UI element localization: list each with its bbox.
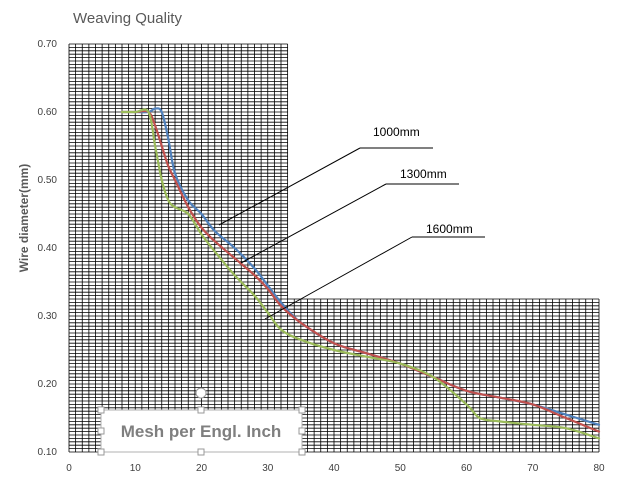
y-axis: 0.10 0.20 0.30 0.40 0.50 0.60 0.70 xyxy=(38,39,58,458)
x-tick-label: 20 xyxy=(196,463,208,474)
series-group xyxy=(120,107,601,440)
callout-leader-line xyxy=(264,236,413,320)
textbox-resize-handles[interactable] xyxy=(97,406,306,456)
x-tick-label: 80 xyxy=(593,463,605,474)
x-tick-label: 60 xyxy=(461,463,473,474)
resize-handle-icon[interactable] xyxy=(298,406,306,414)
x-axis: 0 10 20 30 40 50 60 70 80 xyxy=(66,463,605,474)
chart-grid xyxy=(68,43,600,453)
series-line-2 xyxy=(120,109,601,433)
x-axis-title: Mesh per Engl. Inch xyxy=(121,422,282,441)
series-label-3: 1600mm xyxy=(426,222,473,236)
series-label-1: 1000mm xyxy=(373,125,420,139)
y-tick-label: 0.40 xyxy=(38,243,58,254)
y-tick-label: 0.10 xyxy=(38,447,58,458)
resize-handle-icon[interactable] xyxy=(298,448,306,456)
resize-handle-icon[interactable] xyxy=(197,448,205,456)
resize-handle-icon[interactable] xyxy=(97,427,105,435)
resize-handle-icon[interactable] xyxy=(197,406,205,414)
y-axis-title: Wire diameter(mm) xyxy=(17,164,31,273)
y-tick-label: 0.30 xyxy=(38,311,58,322)
callout-leader-line xyxy=(240,183,387,264)
y-tick-label: 0.20 xyxy=(38,379,58,390)
y-tick-label: 0.50 xyxy=(38,175,58,186)
series-line-3 xyxy=(120,108,601,440)
series-callouts: 1000mm 1300mm 1600mm xyxy=(218,125,485,320)
x-tick-label: 10 xyxy=(130,463,142,474)
x-axis-title-textbox[interactable]: Mesh per Engl. Inch xyxy=(97,387,306,456)
resize-handle-icon[interactable] xyxy=(97,406,105,414)
x-tick-label: 30 xyxy=(262,463,274,474)
resize-handle-icon[interactable] xyxy=(298,427,306,435)
x-tick-label: 70 xyxy=(527,463,539,474)
rotate-handle-icon[interactable] xyxy=(195,387,207,399)
y-tick-label: 0.70 xyxy=(38,39,58,50)
series-label-2: 1300mm xyxy=(400,167,447,181)
callout-leader-line xyxy=(218,147,361,226)
x-tick-label: 0 xyxy=(66,463,72,474)
resize-handle-icon[interactable] xyxy=(97,448,105,456)
x-tick-label: 40 xyxy=(328,463,340,474)
chart-title: Weaving Quality xyxy=(73,10,182,27)
y-tick-label: 0.60 xyxy=(38,107,58,118)
x-tick-label: 50 xyxy=(395,463,407,474)
